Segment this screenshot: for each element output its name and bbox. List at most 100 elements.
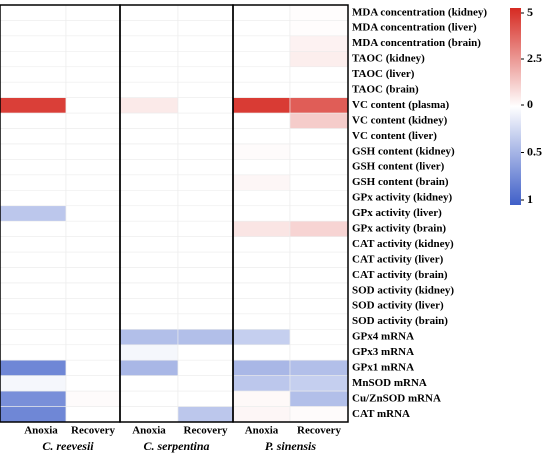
heat-cell	[177, 128, 234, 145]
heat-cell	[232, 390, 291, 407]
row-label: SOD activity (brain)	[352, 315, 448, 327]
heat-cell	[232, 375, 291, 392]
heat-cell	[289, 143, 349, 160]
heat-cell	[65, 66, 121, 83]
heat-cell	[177, 159, 234, 176]
heat-cell	[232, 81, 291, 98]
heat-cell	[289, 51, 349, 68]
heat-cell	[289, 375, 349, 392]
heat-cell	[119, 298, 179, 315]
heat-cell	[65, 406, 121, 423]
heat-cell	[65, 344, 121, 361]
heat-cell	[0, 143, 67, 160]
heat-cell	[177, 298, 234, 315]
heat-cell	[119, 359, 179, 376]
heat-cell	[232, 267, 291, 284]
heat-cell	[65, 51, 121, 68]
heat-cell	[289, 251, 349, 268]
heat-cell	[232, 159, 291, 176]
heat-cell	[289, 390, 349, 407]
heat-cell	[119, 251, 179, 268]
group-label: C. reevesii	[42, 439, 94, 453]
heat-cell	[177, 97, 234, 114]
heat-cell	[119, 236, 179, 253]
heat-cell	[232, 236, 291, 253]
heat-cell	[119, 267, 179, 284]
heat-cell	[177, 4, 234, 21]
heat-cell	[177, 174, 234, 191]
heat-cell	[177, 359, 234, 376]
heat-cell	[232, 329, 291, 346]
heat-cell	[177, 251, 234, 268]
heat-cell	[65, 220, 121, 237]
heat-cell	[289, 174, 349, 191]
row-label: CAT activity (brain)	[352, 269, 448, 281]
heat-cell	[119, 20, 179, 37]
column-label: Recovery	[71, 425, 115, 437]
heat-cell	[0, 220, 67, 237]
heat-cell	[232, 220, 291, 237]
column-label: Anoxia	[245, 425, 279, 437]
heat-cell	[289, 190, 349, 207]
heat-cell	[177, 236, 234, 253]
heat-cell	[289, 344, 349, 361]
heat-cell	[289, 20, 349, 37]
heat-cell	[119, 205, 179, 222]
heat-cell	[177, 344, 234, 361]
heat-cell	[0, 159, 67, 176]
heat-cell	[0, 190, 67, 207]
heat-cell	[0, 375, 67, 392]
heat-cell	[0, 20, 67, 37]
heat-cell	[65, 375, 121, 392]
heat-cell	[232, 97, 291, 114]
heat-cell	[232, 35, 291, 52]
row-label: TAOC (kidney)	[352, 53, 425, 65]
heat-cell	[119, 112, 179, 129]
heat-cell	[232, 4, 291, 21]
heat-cell	[119, 313, 179, 330]
group-label: P. sinensis	[265, 439, 316, 453]
heat-cell	[119, 35, 179, 52]
heat-cell	[119, 143, 179, 160]
heat-cell	[0, 205, 67, 222]
heat-cell	[289, 313, 349, 330]
heat-cell	[65, 390, 121, 407]
row-label: MDA concentration (brain)	[352, 37, 481, 49]
heat-cell	[65, 20, 121, 37]
heat-cell	[119, 174, 179, 191]
row-label: VC content (liver)	[352, 130, 437, 142]
heat-cell	[0, 359, 67, 376]
heat-cell	[65, 174, 121, 191]
row-label: MnSOD mRNA	[352, 377, 427, 389]
heat-cell	[232, 298, 291, 315]
row-label: GSH content (brain)	[352, 176, 449, 188]
heat-cell	[119, 97, 179, 114]
heat-cell	[177, 35, 234, 52]
heat-cell	[65, 4, 121, 21]
heat-cell	[119, 128, 179, 145]
heat-cell	[65, 359, 121, 376]
heat-cell	[177, 329, 234, 346]
row-label: CAT activity (kidney)	[352, 238, 454, 250]
heat-cell	[0, 112, 67, 129]
heat-cell	[0, 282, 67, 299]
heat-cell	[289, 35, 349, 52]
heat-cell	[232, 282, 291, 299]
heat-cell	[289, 205, 349, 222]
heat-cell	[65, 190, 121, 207]
heat-cell	[289, 267, 349, 284]
heat-cell	[0, 97, 67, 114]
heat-cell	[0, 329, 67, 346]
heat-cell	[119, 282, 179, 299]
heat-cell	[289, 406, 349, 423]
heat-cell	[177, 220, 234, 237]
row-label: CAT mRNA	[352, 408, 410, 420]
heat-cell	[289, 220, 349, 237]
row-label: GPx1 mRNA	[352, 361, 414, 373]
heat-cell	[0, 81, 67, 98]
heat-cell	[177, 313, 234, 330]
heat-cell	[0, 4, 67, 21]
heat-cell	[65, 97, 121, 114]
colorbar-label: 0	[527, 97, 533, 111]
